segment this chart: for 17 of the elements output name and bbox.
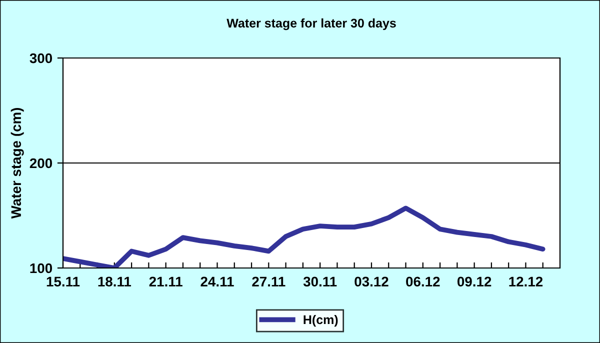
y-tick-label: 100 (30, 263, 52, 274)
x-tick-label: 21.11 (149, 276, 182, 286)
legend-label: H(cm) (304, 314, 338, 327)
chart-title: Water stage for later 30 days (226, 18, 396, 30)
y-tick-label: 200 (30, 158, 52, 168)
x-tick-label: 06.12 (406, 276, 440, 287)
line-series (63, 206, 546, 268)
x-tick-label: 30.11 (303, 276, 337, 287)
x-tick-label: 09.12 (457, 276, 492, 287)
y-tick-label: 300 (30, 53, 52, 64)
x-tick-label: 18.11 (98, 276, 132, 287)
y-axis-title: Water stage (cm) (10, 108, 24, 219)
x-tick-label: 12.12 (509, 276, 543, 286)
x-tick-label: 03.12 (354, 276, 388, 287)
x-tick-label: 27.11 (252, 276, 286, 286)
x-tick-label: 24.11 (200, 276, 234, 286)
x-tick-label: 15.11 (46, 276, 80, 287)
